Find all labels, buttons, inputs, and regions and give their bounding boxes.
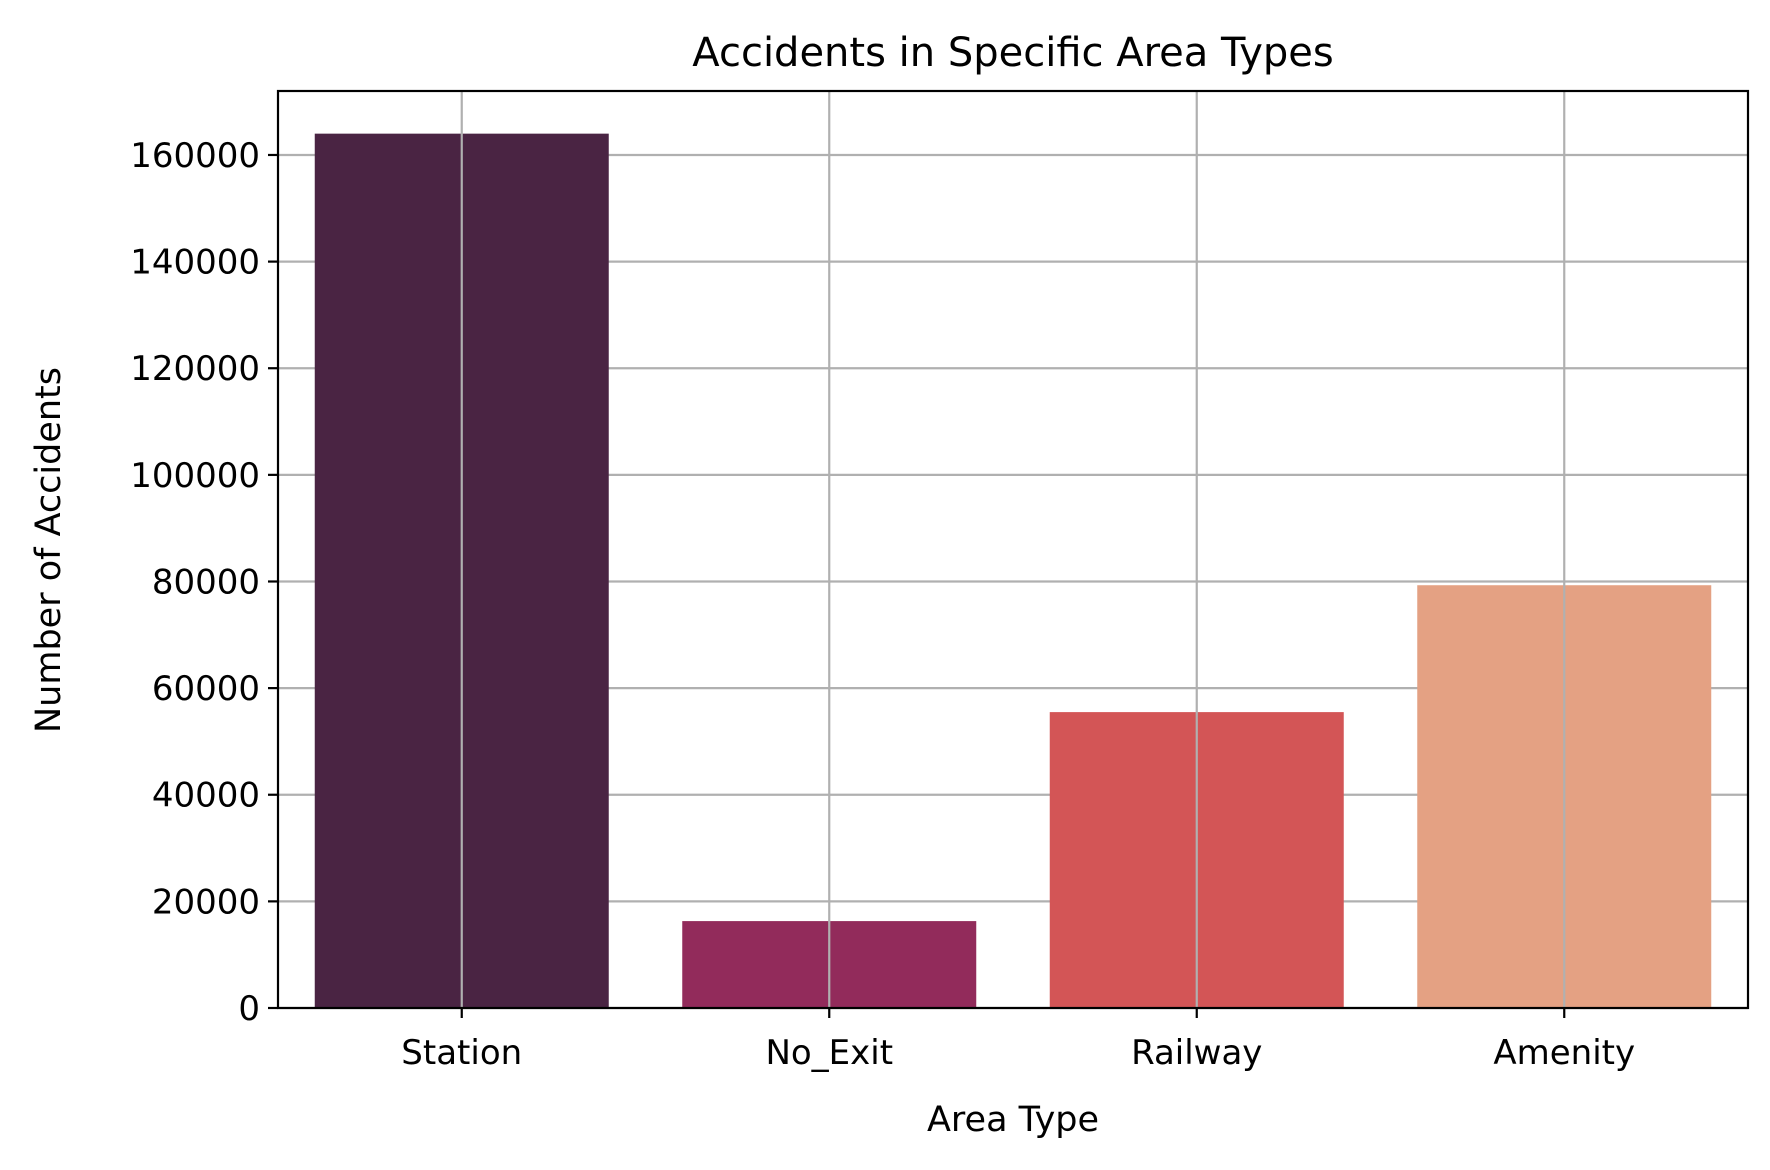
y-tick-label: 160000 (130, 136, 260, 176)
x-tick-label: Railway (1131, 1033, 1262, 1073)
x-axis-label: Area Type (927, 1100, 1099, 1140)
y-tick-label: 120000 (130, 349, 260, 389)
y-tick-label: 0 (238, 989, 260, 1029)
x-tick-label: Station (401, 1033, 522, 1073)
x-grid (460, 91, 1566, 1008)
y-tick-label: 40000 (152, 776, 260, 816)
y-axis: 0 20000 40000 60000 80000 100000 120000 140000 1… (130, 136, 278, 1029)
y-tick-label: 60000 (152, 669, 260, 709)
x-axis: Station No_Exit Railway Amenity (401, 1008, 1635, 1073)
x-tick-label: No_Exit (765, 1033, 893, 1073)
plot-frame (276, 89, 1750, 1010)
y-tick-label: 20000 (152, 882, 260, 922)
chart-title: Accidents in Specific Area Types (692, 30, 1333, 76)
x-tick-label: Amenity (1493, 1033, 1635, 1073)
y-tick-label: 140000 (130, 243, 260, 283)
y-tick-label: 80000 (152, 562, 260, 602)
y-tick-label: 100000 (130, 456, 260, 496)
bars (314, 133, 1712, 1008)
y-axis-label: Number of Accidents (29, 367, 69, 733)
